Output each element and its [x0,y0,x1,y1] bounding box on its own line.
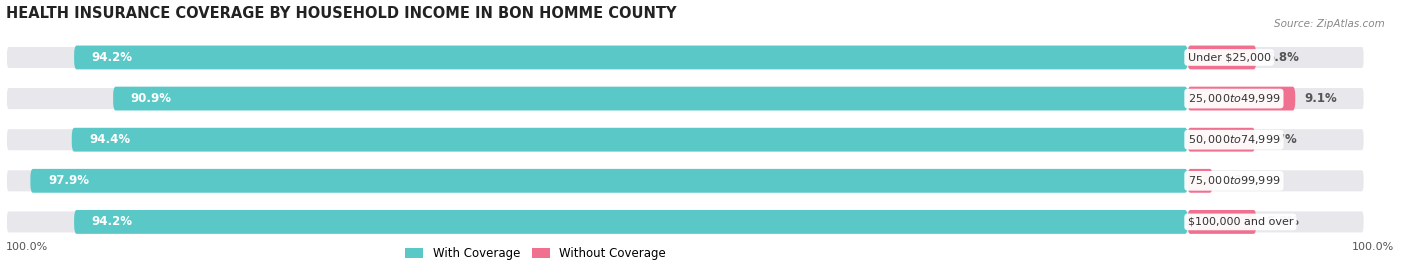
FancyBboxPatch shape [6,169,1365,193]
Text: $50,000 to $74,999: $50,000 to $74,999 [1188,133,1279,146]
FancyBboxPatch shape [6,87,1365,111]
FancyBboxPatch shape [75,45,1188,69]
FancyBboxPatch shape [1188,45,1256,69]
FancyBboxPatch shape [6,128,1365,152]
FancyBboxPatch shape [6,45,1365,69]
Text: 94.4%: 94.4% [90,133,131,146]
FancyBboxPatch shape [1188,210,1256,234]
Text: $75,000 to $99,999: $75,000 to $99,999 [1188,174,1279,187]
FancyBboxPatch shape [1188,87,1295,111]
Text: 100.0%: 100.0% [6,242,48,252]
FancyBboxPatch shape [75,210,1188,234]
FancyBboxPatch shape [6,210,1365,234]
Text: $25,000 to $49,999: $25,000 to $49,999 [1188,92,1279,105]
Text: 90.9%: 90.9% [131,92,172,105]
Text: Under $25,000: Under $25,000 [1188,52,1271,62]
FancyBboxPatch shape [112,87,1188,111]
FancyBboxPatch shape [1188,169,1212,193]
Text: 5.8%: 5.8% [1265,215,1299,228]
FancyBboxPatch shape [31,169,1188,193]
Text: HEALTH INSURANCE COVERAGE BY HOUSEHOLD INCOME IN BON HOMME COUNTY: HEALTH INSURANCE COVERAGE BY HOUSEHOLD I… [6,6,676,20]
Legend: With Coverage, Without Coverage: With Coverage, Without Coverage [401,242,671,265]
Text: 2.1%: 2.1% [1222,174,1254,187]
Text: 5.8%: 5.8% [1265,51,1299,64]
Text: 97.9%: 97.9% [48,174,89,187]
Text: 94.2%: 94.2% [91,215,132,228]
FancyBboxPatch shape [1188,128,1256,152]
Text: 100.0%: 100.0% [1353,242,1395,252]
Text: 5.7%: 5.7% [1264,133,1298,146]
FancyBboxPatch shape [72,128,1188,152]
Text: 94.2%: 94.2% [91,51,132,64]
Text: Source: ZipAtlas.com: Source: ZipAtlas.com [1274,19,1385,29]
Text: 9.1%: 9.1% [1305,92,1337,105]
Text: $100,000 and over: $100,000 and over [1188,217,1294,227]
